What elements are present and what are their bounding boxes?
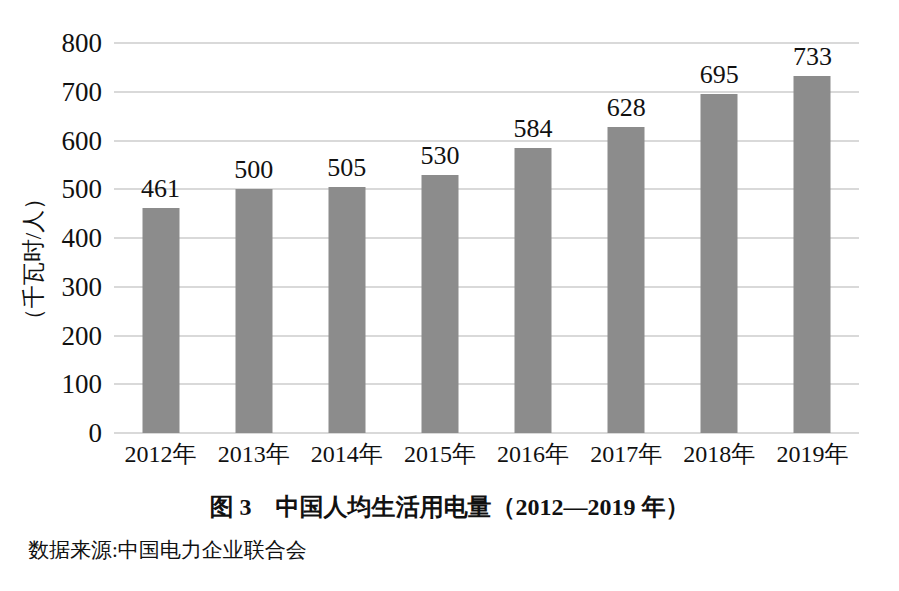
bar-value-label-2019年: 733: [793, 44, 832, 70]
bar-value-label-2018年: 695: [700, 62, 739, 88]
y-tick-label-800: 800: [0, 29, 102, 57]
x-tick-label-2015年: 2015年: [393, 440, 486, 468]
bar-2017年: [608, 127, 645, 433]
bar-chart: （千瓦时/人） 0100200300400500600700800 461500…: [0, 0, 899, 480]
x-tick-label-2017年: 2017年: [580, 440, 673, 468]
y-tick-label-500: 500: [0, 175, 102, 203]
y-tick-label-200: 200: [0, 322, 102, 350]
figure-page: （千瓦时/人） 0100200300400500600700800 461500…: [0, 0, 899, 591]
y-tick-label-400: 400: [0, 224, 102, 252]
bar-slot-2018年: 695: [673, 43, 766, 433]
y-tick-label-0: 0: [0, 419, 102, 447]
bar-slot-2015年: 530: [393, 43, 486, 433]
bar-value-label-2014年: 505: [327, 155, 366, 181]
bar-2019年: [794, 76, 831, 433]
figure-caption: 图 3 中国人均生活用电量（2012—2019 年）: [0, 493, 899, 521]
x-tick-label-2014年: 2014年: [300, 440, 393, 468]
bar-value-label-2017年: 628: [607, 95, 646, 121]
y-tick-label-100: 100: [0, 370, 102, 398]
bar-slot-2019年: 733: [766, 43, 859, 433]
bar-slot-2013年: 500: [207, 43, 300, 433]
bar-value-label-2013年: 500: [234, 157, 273, 183]
bar-2018年: [701, 94, 738, 433]
x-tick-label-2018年: 2018年: [673, 440, 766, 468]
data-source: 数据来源:中国电力企业联合会: [28, 537, 307, 563]
bar-value-label-2016年: 584: [514, 116, 553, 142]
bars-group: 461 500 505 530 584 628 695 733: [114, 43, 859, 433]
bar-2014年: [328, 187, 365, 433]
bar-slot-2016年: 584: [487, 43, 580, 433]
y-axis-tick-labels: 0100200300400500600700800: [0, 43, 102, 433]
bar-slot-2012年: 461: [114, 43, 207, 433]
bar-2015年: [421, 175, 458, 433]
x-tick-label-2013年: 2013年: [207, 440, 300, 468]
bar-2016年: [515, 148, 552, 433]
y-tick-label-600: 600: [0, 127, 102, 155]
bar-value-label-2012年: 461: [141, 176, 180, 202]
bar-slot-2017年: 628: [580, 43, 673, 433]
x-tick-label-2016年: 2016年: [487, 440, 580, 468]
bar-slot-2014年: 505: [300, 43, 393, 433]
x-tick-label-2012年: 2012年: [114, 440, 207, 468]
bar-value-label-2015年: 530: [420, 143, 459, 169]
bar-2013年: [235, 189, 272, 433]
x-tick-label-2019年: 2019年: [766, 440, 859, 468]
x-axis-labels: 2012年2013年2014年2015年2016年2017年2018年2019年: [114, 440, 859, 468]
y-tick-label-300: 300: [0, 273, 102, 301]
y-tick-label-700: 700: [0, 78, 102, 106]
plot-area: 461 500 505 530 584 628 695 733: [114, 43, 859, 433]
bar-2012年: [142, 208, 179, 433]
